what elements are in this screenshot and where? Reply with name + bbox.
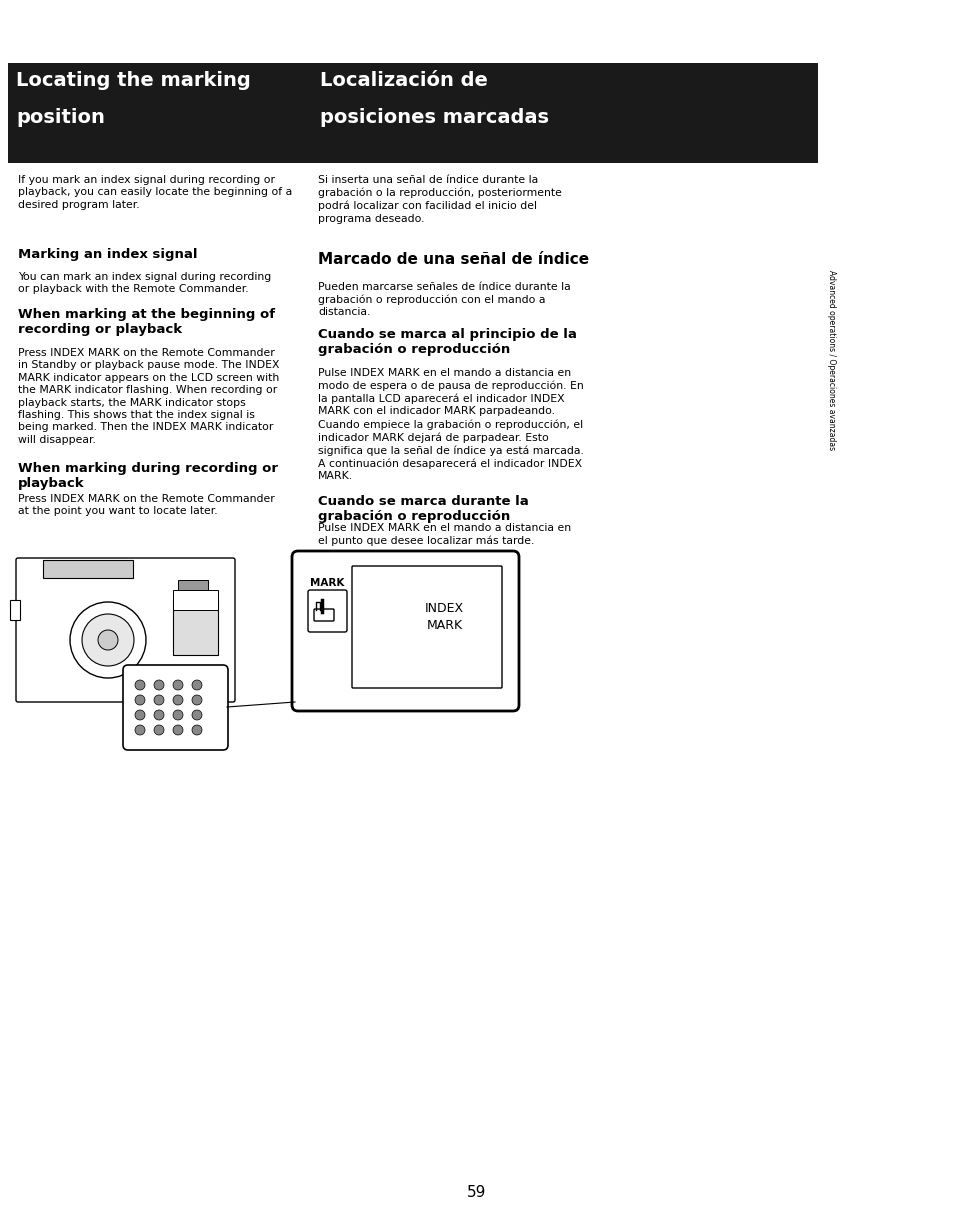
Text: position: position xyxy=(16,108,105,126)
Text: Press INDEX MARK on the Remote Commander
at the point you want to locate later.: Press INDEX MARK on the Remote Commander… xyxy=(18,494,274,517)
Circle shape xyxy=(135,710,145,720)
FancyBboxPatch shape xyxy=(123,666,228,750)
Circle shape xyxy=(135,725,145,736)
Circle shape xyxy=(192,710,202,720)
Circle shape xyxy=(172,725,183,736)
Circle shape xyxy=(70,602,146,678)
Text: Locating the marking: Locating the marking xyxy=(16,71,251,90)
Circle shape xyxy=(172,695,183,705)
Circle shape xyxy=(153,680,164,690)
Text: Pueden marcarse señales de índice durante la
grabación o reproducción con el man: Pueden marcarse señales de índice durant… xyxy=(317,282,570,318)
Circle shape xyxy=(172,680,183,690)
Bar xyxy=(43,560,132,578)
Bar xyxy=(10,600,20,620)
FancyBboxPatch shape xyxy=(352,566,501,688)
FancyBboxPatch shape xyxy=(308,589,347,632)
Circle shape xyxy=(82,614,133,666)
Circle shape xyxy=(153,725,164,736)
Circle shape xyxy=(172,710,183,720)
Text: Press INDEX MARK on the Remote Commander
in Standby or playback pause mode. The : Press INDEX MARK on the Remote Commander… xyxy=(18,348,279,445)
Circle shape xyxy=(192,725,202,736)
FancyBboxPatch shape xyxy=(16,558,234,702)
Text: Pulse INDEX MARK en el mando a distancia en
modo de espera o de pausa de reprodu: Pulse INDEX MARK en el mando a distancia… xyxy=(317,368,583,481)
Text: Cuando se marca al principio de la
grabación o reproducción: Cuando se marca al principio de la graba… xyxy=(317,328,577,356)
Circle shape xyxy=(153,695,164,705)
Bar xyxy=(178,580,208,589)
Text: INDEX
MARK: INDEX MARK xyxy=(425,603,464,632)
Text: Marcado de una señal de índice: Marcado de una señal de índice xyxy=(317,252,589,266)
Text: You can mark an index signal during recording
or playback with the Remote Comman: You can mark an index signal during reco… xyxy=(18,271,271,295)
Text: Marking an index signal: Marking an index signal xyxy=(18,248,197,262)
Bar xyxy=(172,600,218,655)
Text: MARK: MARK xyxy=(310,578,344,588)
Circle shape xyxy=(98,630,118,650)
Bar xyxy=(172,589,218,610)
Text: When marking during recording or
playback: When marking during recording or playbac… xyxy=(18,462,277,490)
Text: Localización de: Localización de xyxy=(319,71,487,90)
Text: Cuando se marca durante la
grabación o reproducción: Cuando se marca durante la grabación o r… xyxy=(317,495,528,523)
Text: If you mark an index signal during recording or
playback, you can easily locate : If you mark an index signal during recor… xyxy=(18,176,292,210)
Circle shape xyxy=(192,695,202,705)
Text: Advanced operations / Operaciones avanzadas: Advanced operations / Operaciones avanza… xyxy=(826,270,836,451)
Circle shape xyxy=(135,680,145,690)
Circle shape xyxy=(135,695,145,705)
Bar xyxy=(8,63,817,163)
FancyBboxPatch shape xyxy=(314,609,334,621)
Circle shape xyxy=(192,680,202,690)
Text: When marking at the beginning of
recording or playback: When marking at the beginning of recordi… xyxy=(18,308,274,336)
Circle shape xyxy=(153,710,164,720)
Text: 59: 59 xyxy=(467,1185,486,1200)
Text: Si inserta una señal de índice durante la
grabación o la reproducción, posterior: Si inserta una señal de índice durante l… xyxy=(317,176,561,223)
Text: posiciones marcadas: posiciones marcadas xyxy=(319,108,548,126)
Text: Pulse INDEX MARK en el mando a distancia en
el punto que desee localizar más tar: Pulse INDEX MARK en el mando a distancia… xyxy=(317,523,571,546)
FancyBboxPatch shape xyxy=(292,551,518,711)
